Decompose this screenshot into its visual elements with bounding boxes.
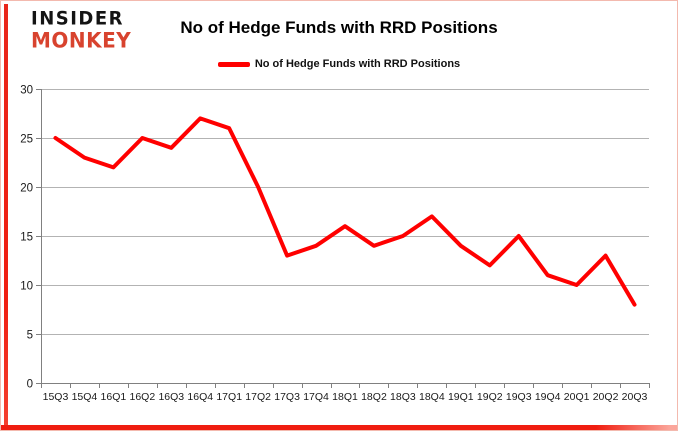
x-axis-tick-label: 15Q3: [43, 391, 69, 403]
y-axis-tick-label: 20: [20, 183, 33, 195]
legend-label: No of Hedge Funds with RRD Positions: [254, 58, 461, 70]
x-axis-tick-label: 18Q1: [332, 391, 358, 403]
x-axis-tick-label: 17Q2: [245, 391, 271, 403]
x-axis-tick-label: 20Q1: [564, 391, 590, 403]
x-axis-tick-label: 15Q4: [72, 391, 98, 403]
chart-title: No of Hedge Funds with RRD Positions: [180, 18, 498, 37]
x-axis-tick-label: 18Q3: [390, 391, 416, 403]
chart-legend: No of Hedge Funds with RRD Positions: [1, 58, 677, 70]
hedge-funds-series-line: [53, 116, 637, 307]
x-axis-tick-label: 18Q4: [419, 391, 445, 403]
logo-insider-text: INSIDER: [31, 7, 125, 30]
x-axis-tick-label: 17Q3: [274, 391, 300, 403]
x-axis-tick-label: 16Q2: [129, 391, 155, 403]
x-axis-tick-label: 17Q4: [303, 391, 329, 403]
x-axis-tick-label: 20Q2: [593, 391, 619, 403]
x-axis-tick-label: 20Q3: [622, 391, 648, 403]
x-axis-tick-label: 19Q1: [448, 391, 474, 403]
y-axis-tick-label: 15: [20, 232, 33, 244]
x-axis-tick-label: 17Q1: [216, 391, 242, 403]
x-axis-tick-label: 18Q2: [361, 391, 387, 403]
insider-monkey-logo: INSIDER MONKEY: [31, 7, 132, 53]
x-axis-tick-label: 16Q3: [158, 391, 184, 403]
x-axis-tick-label: 19Q2: [477, 391, 503, 403]
logo-monkey-text: MONKEY: [31, 27, 132, 53]
y-axis-tick-label: 25: [20, 134, 33, 146]
x-axis-tick-label: 16Q4: [187, 391, 213, 403]
legend-line-swatch: [217, 61, 250, 67]
x-axis-tick-label: 16Q1: [101, 391, 127, 403]
x-axis-tick-label: 19Q3: [506, 391, 532, 403]
y-axis-tick-label: 30: [20, 85, 33, 97]
bottom-red-accent-bar: [1, 425, 677, 430]
left-red-accent-bar: [4, 4, 8, 426]
x-axis-tick-label: 19Q4: [535, 391, 561, 403]
y-axis-tick-label: 5: [27, 330, 33, 342]
y-axis-tick-label: 10: [20, 281, 33, 293]
y-axis-tick-label: 0: [27, 379, 33, 391]
